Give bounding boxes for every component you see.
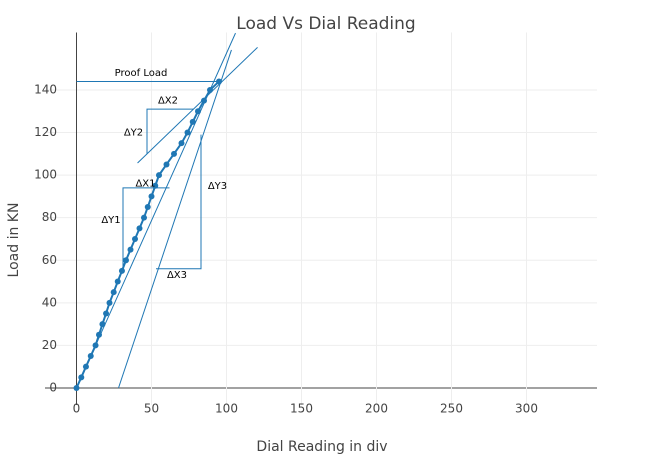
data-point [201, 97, 207, 104]
data-point [156, 172, 162, 179]
guide-line [122, 187, 170, 271]
data-point [99, 321, 106, 328]
data-point [106, 299, 113, 306]
data-point [73, 384, 80, 391]
data-point [118, 267, 125, 274]
data-point [184, 129, 191, 136]
data-point [132, 235, 138, 242]
guide-line [137, 47, 258, 164]
data-point [127, 246, 134, 253]
data-point [171, 150, 177, 157]
data-point [136, 225, 143, 232]
x-tick-label: 50 [144, 402, 159, 416]
data-point [96, 331, 102, 338]
guide-line [118, 49, 232, 389]
chart-title: Load Vs Dial Reading [236, 14, 415, 34]
guide-line [156, 134, 202, 270]
data-point [195, 108, 201, 115]
data-point [216, 78, 222, 85]
x-tick-label: 300 [515, 402, 538, 416]
data-point [178, 140, 185, 147]
y-tick-label: 0 [49, 380, 57, 394]
annotation: ΔX2 [158, 96, 178, 107]
annotation: Proof Load [115, 68, 168, 79]
y-tick-label: 120 [34, 125, 57, 139]
data-point [110, 289, 117, 296]
data-point [78, 374, 85, 381]
y-tick-label: 40 [42, 295, 57, 309]
data-point [103, 310, 110, 317]
data-point [144, 204, 151, 211]
guide-line [146, 108, 194, 154]
data-point [207, 86, 213, 93]
x-tick-label: 0 [73, 402, 81, 416]
y-tick-label: 60 [42, 253, 57, 267]
data-point [141, 214, 147, 221]
y-tick-label: 20 [42, 338, 57, 352]
data-point [123, 257, 129, 264]
x-tick-label: 250 [440, 402, 463, 416]
annotation: ΔX1 [135, 179, 155, 190]
y-tick-label: 100 [34, 168, 57, 182]
data-point [92, 342, 99, 349]
y-axis-title: Load in KN [6, 203, 22, 278]
annotation: ΔY2 [124, 128, 143, 139]
x-tick-label: 200 [365, 402, 388, 416]
annotation: ΔY3 [208, 181, 227, 192]
data-point [82, 363, 89, 370]
data-point [114, 278, 121, 285]
data-point [163, 161, 170, 168]
data-line [75, 80, 220, 389]
y-tick-label: 80 [42, 210, 57, 224]
x-axis-title: Dial Reading in div [256, 439, 387, 455]
annotation: ΔY1 [101, 215, 120, 226]
x-tick-label: 150 [290, 402, 313, 416]
y-tick-label: 140 [34, 82, 57, 96]
data-point [87, 353, 94, 360]
data-point [148, 193, 155, 200]
data-point [189, 118, 196, 125]
data-point [152, 182, 159, 189]
x-tick-label: 100 [215, 402, 238, 416]
annotation: ΔX3 [167, 270, 187, 281]
